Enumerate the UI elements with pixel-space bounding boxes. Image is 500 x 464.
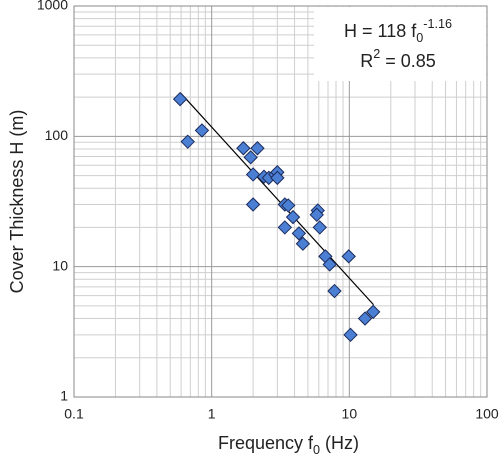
data-point [341, 249, 356, 264]
data-point [277, 220, 293, 235]
data-point [245, 167, 261, 182]
annotation: R2 = 0.85 [360, 47, 436, 70]
data-point [365, 304, 381, 320]
data-point [357, 311, 373, 326]
data-point [250, 141, 265, 156]
text-segment: H = 118 f [344, 21, 417, 41]
x-tick-label: 100 [475, 406, 499, 422]
x-tick-label: 0.1 [64, 406, 84, 422]
plot-border [73, 5, 488, 398]
data-point [281, 198, 296, 213]
data-point [243, 150, 258, 165]
text-segment: Cover Thickness H (m) [7, 110, 27, 294]
annotation: H = 118 f0-1.16 [344, 17, 452, 45]
y-tick-label: 10 [52, 257, 68, 273]
text-segment: Frequency f [218, 433, 314, 453]
x-axis-label: Frequency f0 (Hz) [218, 433, 359, 458]
data-point [291, 226, 307, 241]
y-tick-label: 100 [45, 127, 69, 143]
data-point [180, 134, 195, 149]
text-segment: -1.16 [423, 17, 452, 31]
data-point [343, 327, 358, 343]
data-point [312, 220, 327, 235]
data-point [236, 141, 251, 156]
trend-line [180, 93, 375, 306]
x-tick-label: 1 [208, 406, 216, 422]
text-segment: (Hz) [320, 433, 359, 453]
data-point [194, 123, 210, 138]
data-point [270, 170, 285, 186]
text-segment: R [360, 51, 373, 71]
data-point [322, 257, 337, 272]
data-point [327, 283, 342, 299]
annotation-box [314, 7, 486, 81]
data-point [245, 197, 261, 212]
y-axis-label: Cover Thickness H (m) [7, 110, 27, 294]
data-point [295, 236, 311, 251]
text-segment: 0 [313, 443, 320, 457]
text-segment: 2 [373, 47, 380, 61]
y-tick-label: 1 [60, 388, 68, 404]
data-point [172, 91, 188, 107]
data-point [309, 207, 324, 223]
x-tick-label: 10 [342, 406, 358, 422]
y-tick-label: 1000 [37, 0, 68, 13]
data-point [285, 209, 301, 225]
text-segment: = 0.85 [380, 51, 436, 71]
text-segment: 0 [416, 31, 423, 45]
